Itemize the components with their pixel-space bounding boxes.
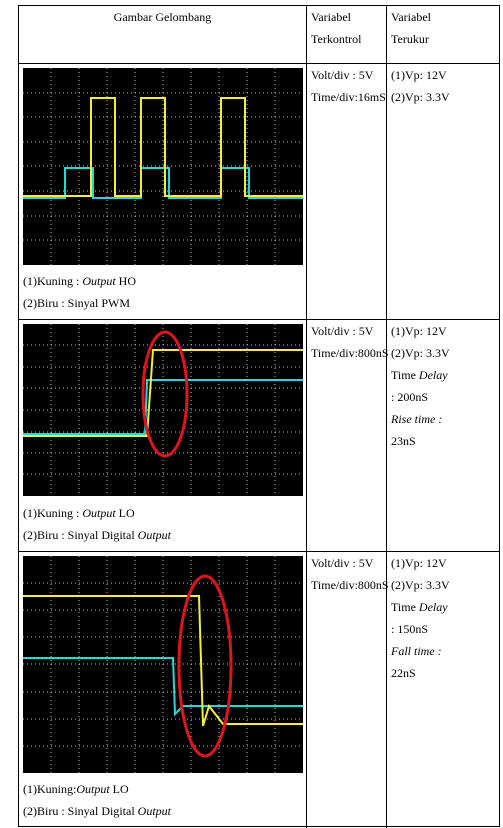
cell-text: Time: [391, 600, 419, 614]
cell-text: Delay: [419, 600, 448, 614]
controlled-cell: Volt/div : 5V Time/div:16mS: [307, 64, 387, 320]
image-cell: (1)Kuning : Output HO (2)Biru : Sinyal P…: [19, 64, 307, 320]
legend-text: (1)Kuning :: [23, 274, 82, 288]
waveform-image: [23, 324, 303, 496]
header-text: Variabel: [391, 6, 499, 28]
legend-line: (1)Kuning : Output HO: [23, 270, 136, 292]
cell-text: (1)Vp: 12V: [391, 552, 499, 574]
cell-text: : 200nS: [391, 386, 499, 408]
cell-text: Time/div:800nS: [311, 574, 386, 596]
header-text: Gambar Gelombang: [19, 6, 306, 28]
measured-cell: (1)Vp: 12V (2)Vp: 3.3V Time Delay : 150n…: [387, 552, 499, 828]
cell-text: (2)Vp: 3.3V: [391, 342, 499, 364]
cell-text: : 150nS: [391, 618, 499, 640]
legend-text: (2)Biru : Sinyal Digital: [23, 804, 138, 818]
cell-text: 23nS: [391, 430, 499, 452]
legend-line: (2)Biru : Sinyal Digital Output: [23, 524, 171, 546]
cell-text: Time Delay: [391, 364, 499, 386]
cell-text: Time: [391, 368, 419, 382]
controlled-cell: Volt/div : 5V Time/div:800nS: [307, 320, 387, 552]
legend-text: (2)Biru : Sinyal PWM: [23, 296, 130, 310]
cell-text: Volt/div : 5V: [311, 320, 386, 342]
legend-text: HO: [116, 274, 136, 288]
header-text: Terkontrol: [311, 28, 386, 50]
legend-line: (1)Kuning:Output LO: [23, 778, 171, 800]
cell-text: (1)Vp: 12V: [391, 64, 499, 86]
header-text: Terukur: [391, 28, 499, 50]
controlled-cell: Volt/div : 5V Time/div:800nS: [307, 552, 387, 828]
cell-text: Volt/div : 5V: [311, 552, 386, 574]
cell-text: (2)Vp: 3.3V: [391, 86, 499, 108]
legend-line: (1)Kuning : Output LO: [23, 502, 171, 524]
cell-text: Fall time :: [391, 640, 499, 662]
legend-text: Output: [76, 782, 109, 796]
image-cell: (1)Kuning:Output LO (2)Biru : Sinyal Dig…: [19, 552, 307, 828]
cell-text: Delay: [419, 368, 448, 382]
legend-text: (1)Kuning:: [23, 782, 76, 796]
cell-text: Time Delay: [391, 596, 499, 618]
legend-text: LO: [116, 506, 135, 520]
cell-text: Rise time :: [391, 408, 499, 430]
waveform-image: [23, 68, 303, 265]
cell-text: (2)Vp: 3.3V: [391, 574, 499, 596]
header-cell: Gambar Gelombang: [19, 6, 307, 64]
image-cell: (1)Kuning : Output LO (2)Biru : Sinyal D…: [19, 320, 307, 552]
legend-text: Output: [138, 528, 171, 542]
measured-cell: (1)Vp: 12V (2)Vp: 3.3V: [387, 64, 499, 320]
waveform-image: [23, 556, 303, 773]
header-cell: Variabel Terukur: [387, 6, 499, 64]
legend-text: Output: [82, 274, 115, 288]
legend-line: (2)Biru : Sinyal PWM: [23, 292, 136, 314]
cell-text: Time/div:16mS: [311, 86, 386, 108]
cell-text: Volt/div : 5V: [311, 64, 386, 86]
header-cell: Variabel Terkontrol: [307, 6, 387, 64]
cell-text: (1)Vp: 12V: [391, 320, 499, 342]
page: Gambar Gelombang Variabel Terkontrol Var…: [0, 0, 503, 827]
cell-text: Time/div:800nS: [311, 342, 386, 364]
legend-text: (1)Kuning :: [23, 506, 82, 520]
legend-line: (2)Biru : Sinyal Digital Output: [23, 800, 171, 822]
header-text: Variabel: [311, 6, 386, 28]
cell-text: 22nS: [391, 662, 499, 684]
legend-text: Output: [138, 804, 171, 818]
legend-text: Output: [82, 506, 115, 520]
table: Gambar Gelombang Variabel Terkontrol Var…: [18, 5, 500, 827]
measured-cell: (1)Vp: 12V (2)Vp: 3.3V Time Delay : 200n…: [387, 320, 499, 552]
legend-text: LO: [110, 782, 129, 796]
legend-text: (2)Biru : Sinyal Digital: [23, 528, 138, 542]
